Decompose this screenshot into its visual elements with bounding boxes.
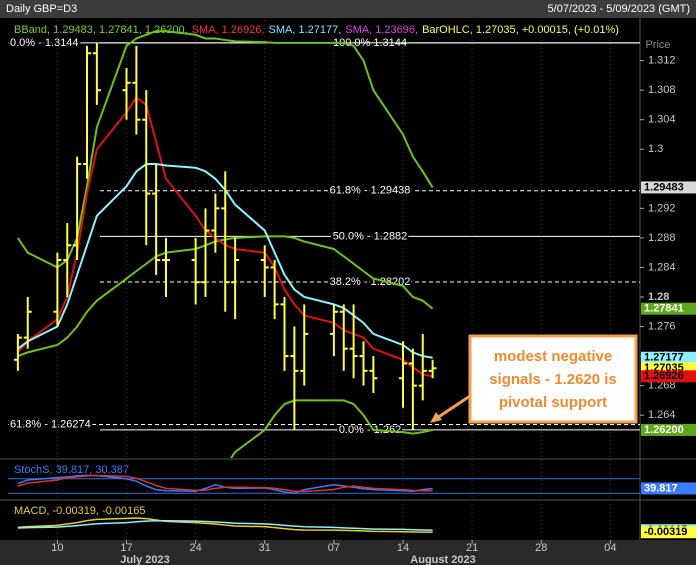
x-tick-label: 17	[120, 542, 132, 554]
fib-label: 38.2% - 1.28202	[330, 276, 411, 288]
macd-tag	[641, 526, 696, 539]
y-axis-label: Price	[645, 39, 670, 51]
annotation-arrow	[433, 394, 471, 422]
price-tag-label: 1.29483	[644, 181, 684, 193]
fib-label: 0.0% - 1.3144	[10, 37, 79, 49]
chart-subtitle: 5/07/2023 - 5/09/2023 (GMT)	[548, 3, 690, 15]
price-tag-label: 1.26926	[644, 370, 684, 382]
indicator-line	[17, 30, 434, 269]
month-label: July 2023	[120, 554, 170, 565]
price-tag	[641, 423, 696, 436]
y-tick-label: 1.288	[648, 232, 676, 244]
y-tick-label: 1.264	[648, 409, 676, 421]
price-tag	[641, 181, 696, 194]
indicator-line	[17, 474, 433, 494]
indicator-line	[229, 399, 433, 458]
x-tick-label: 10	[51, 542, 63, 554]
annotation-line: modest negative	[494, 348, 612, 365]
y-tick-label: 1.308	[648, 84, 676, 96]
fib-label: 50.0% - 1.2882	[333, 230, 408, 242]
annotation-line: signals - 1.2620 is	[489, 371, 617, 388]
y-tick-label: 1.28	[648, 291, 669, 303]
macd-tag-label: -0.00319	[644, 526, 687, 538]
x-tick-label: 31	[259, 542, 271, 554]
fib-label: 61.8% - 1.29438	[330, 185, 411, 197]
x-tick-label: 14	[397, 542, 409, 554]
price-tag	[641, 351, 696, 364]
y-tick-label: 1.276	[648, 320, 676, 332]
indicator-line	[17, 474, 433, 493]
annotation-arrowhead	[430, 412, 442, 423]
price-tag-label: 1.26200	[644, 424, 684, 436]
price-tag-label: 1.27177	[644, 352, 684, 364]
y-tick-label: 1.304	[648, 114, 676, 126]
legend-entry: BarOHLC, 1.27035, +0.00015, (+0.01%)	[422, 24, 619, 36]
price-tag-label: 1.27841	[644, 303, 684, 315]
price-tag	[641, 370, 696, 383]
fib-label: 61.8% - 1.26274	[10, 418, 91, 430]
y-tick-label: 1.292	[648, 202, 676, 214]
legend-entry: SMA, 1.26926,	[192, 24, 265, 36]
legend-entry: SMA, 1.23696,	[345, 24, 418, 36]
x-tick-label: 21	[466, 542, 478, 554]
x-axis-bar	[0, 540, 696, 565]
y-tick-label: 1.268	[648, 380, 676, 392]
legend-entry: BBand, 1.29483, 1.27841, 1.26200,	[14, 24, 188, 36]
chart-title: Daily GBP=D3	[6, 3, 77, 15]
indicator-line	[17, 517, 433, 534]
legend-entry: SMA, 1.27177,	[269, 24, 342, 36]
y-tick-label: 1.284	[648, 261, 676, 273]
fib-label: 0.0% - 1.262	[339, 424, 401, 436]
y-tick-label: 1.3	[648, 143, 663, 155]
price-tag	[641, 302, 696, 315]
stoch-title: StochS, 39.817, 30.387	[14, 464, 129, 476]
stoch-tag	[641, 482, 696, 495]
x-tick-label: 07	[328, 542, 340, 554]
header-bar	[0, 0, 696, 18]
annotation-box	[468, 334, 638, 424]
x-tick-label: 28	[535, 542, 547, 554]
indicator-line	[17, 520, 433, 531]
annotation-line: pivotal support	[499, 394, 607, 411]
macd-title: MACD, -0.00319, -0.00165	[14, 505, 145, 517]
stoch-tag-label: 39.817	[644, 482, 678, 494]
x-tick-label: 04	[604, 542, 616, 554]
x-tick-label: 24	[190, 542, 202, 554]
month-label: August 2023	[410, 554, 475, 565]
y-tick-label: 1.312	[648, 55, 676, 67]
legend: BBand, 1.29483, 1.27841, 1.26200, SMA, 1.…	[14, 24, 619, 36]
